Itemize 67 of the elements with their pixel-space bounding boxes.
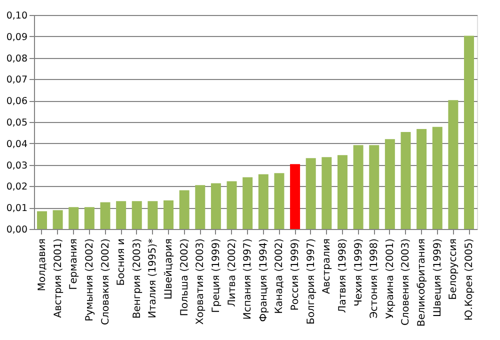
x-tick-label: Венгрия (2003) xyxy=(132,238,143,319)
bar xyxy=(306,158,316,229)
x-tick-label: Латвия (1998) xyxy=(337,238,348,313)
x-tick-label: Белоруссия xyxy=(448,238,460,300)
bar xyxy=(226,181,237,229)
bar xyxy=(337,155,348,229)
y-tick-label: 0,10 xyxy=(6,10,28,22)
bar xyxy=(84,207,94,229)
y-tick-label: 0,08 xyxy=(6,53,28,64)
bar xyxy=(258,174,268,229)
bar xyxy=(353,145,364,229)
y-tick-label: 0,00 xyxy=(6,224,28,236)
bar xyxy=(416,129,427,229)
bar xyxy=(36,211,47,229)
bar xyxy=(116,201,126,229)
bar xyxy=(448,100,458,229)
x-tick-label: Словакия (2002) xyxy=(100,238,112,325)
x-tick-label: Канада (2002) xyxy=(274,238,286,314)
bar xyxy=(464,36,474,229)
y-tick-label: 0,09 xyxy=(6,32,28,43)
x-tick-label: Италия (1995)* xyxy=(148,238,159,318)
x-tick-label: Болгария (1997) xyxy=(306,238,317,325)
x-tick-label: Чехия (1999) xyxy=(353,238,364,306)
bar xyxy=(210,183,221,229)
bar xyxy=(384,139,395,229)
bar xyxy=(179,190,190,229)
x-tick-label: Румыния (2002) xyxy=(84,238,96,322)
y-tick-label: 0,07 xyxy=(6,74,28,86)
bar xyxy=(195,185,206,229)
x-tick-label: Австрия (2001) xyxy=(52,238,64,318)
x-tick-label: Ю.Корея (2005) xyxy=(464,238,476,321)
x-tick-label: Молдавия xyxy=(36,238,48,292)
x-tick-label: Украина (2001) xyxy=(384,238,396,319)
x-tick-label: Швеция (1999) xyxy=(432,238,444,317)
x-tick-label: Россия (1999) xyxy=(290,238,302,311)
bar xyxy=(68,207,79,229)
bar xyxy=(322,157,332,229)
x-tick-label: Швейцария xyxy=(164,238,175,300)
x-tick-label: Хорватия (2003) xyxy=(195,238,206,325)
bar xyxy=(100,202,110,229)
bar xyxy=(369,145,380,229)
y-tick-label: 0,02 xyxy=(6,182,28,193)
y-tick-label: 0,05 xyxy=(6,118,28,128)
x-tick-label: Австралия xyxy=(322,238,333,294)
y-tick-label: 0,04 xyxy=(6,138,28,150)
x-tick-label: Словения (2003) xyxy=(400,238,412,326)
x-tick-label: Литва (2002) xyxy=(226,238,238,307)
x-tick-label: Великобритания xyxy=(416,238,428,327)
bar xyxy=(242,177,253,229)
y-tick-label: 0,06 xyxy=(6,96,28,108)
x-tick-label: Испания (1997) xyxy=(242,238,254,320)
bar xyxy=(132,201,142,229)
bar xyxy=(432,126,442,229)
bar xyxy=(290,164,300,229)
bar xyxy=(148,201,158,229)
bar xyxy=(164,200,174,229)
y-tick-label: 0,01 xyxy=(6,203,28,214)
x-tick-label: Франция (1994) xyxy=(258,238,270,322)
y-tick-label: 0,03 xyxy=(6,160,28,172)
bar xyxy=(274,173,284,229)
bar xyxy=(400,132,411,229)
x-tick-label: Греция (1999) xyxy=(210,238,222,313)
x-tick-label: Германия xyxy=(68,238,80,290)
x-tick-label: Босния и xyxy=(116,238,128,286)
bar xyxy=(52,210,63,229)
x-tick-label: Эстония (1998) xyxy=(369,238,380,318)
x-tick-label: Польша (2002) xyxy=(179,238,190,316)
